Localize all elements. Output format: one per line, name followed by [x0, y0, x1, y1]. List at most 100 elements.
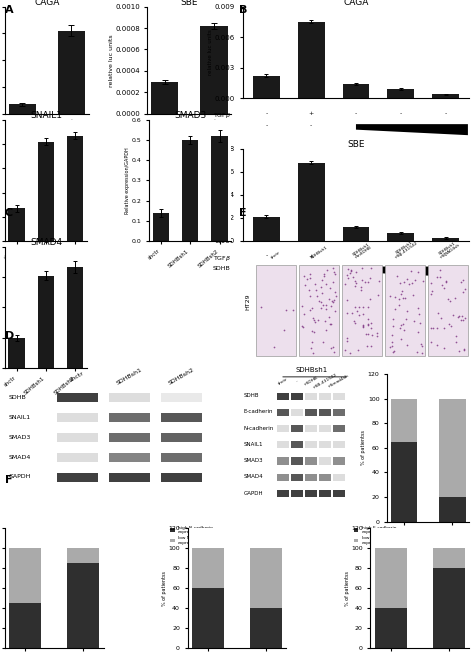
Bar [319, 441, 331, 448]
Y-axis label: % of patientss: % of patientss [162, 571, 167, 606]
Point [457, 277, 465, 288]
Point [396, 278, 404, 288]
Text: shctr: shctr [277, 377, 289, 386]
Point [309, 312, 317, 323]
Point [309, 336, 316, 346]
Point [399, 318, 407, 329]
Text: SMAD4: SMAD4 [8, 455, 30, 460]
Point [443, 276, 450, 286]
Point [413, 346, 421, 357]
Bar [305, 425, 317, 432]
Bar [333, 441, 345, 448]
Point [459, 275, 466, 286]
Text: -: - [265, 253, 267, 259]
Bar [291, 425, 303, 432]
Point [435, 307, 442, 318]
Text: +: + [309, 111, 314, 117]
Point [333, 291, 340, 301]
Point [321, 315, 329, 326]
Point [436, 272, 444, 282]
Point [436, 265, 444, 275]
Bar [253, 217, 280, 241]
Bar [299, 265, 339, 356]
Text: shctr: shctr [69, 371, 85, 383]
Text: shctr: shctr [271, 251, 282, 260]
Point [455, 310, 463, 321]
Point [367, 263, 375, 273]
Point [417, 339, 425, 349]
Point [307, 269, 314, 279]
Y-axis label: relative luc units: relative luc units [109, 34, 114, 86]
Text: -: - [265, 111, 267, 117]
Point [325, 312, 332, 322]
Point [346, 347, 354, 358]
Point [299, 322, 306, 333]
Point [399, 293, 407, 303]
Text: -: - [355, 111, 357, 117]
Bar [319, 392, 331, 400]
Point [373, 331, 381, 341]
X-axis label: SDHB
expression: SDHB expression [413, 536, 443, 546]
Text: SDHBsh2: SDHBsh2 [168, 367, 195, 386]
Point [329, 263, 337, 274]
Legend: high E-cadherin
expression, low E-cadherin
expression: high E-cadherin expression, low E-cadher… [352, 524, 398, 547]
Bar [192, 588, 224, 648]
Point [376, 276, 383, 286]
Bar [277, 490, 289, 497]
Point [327, 318, 334, 329]
Point [318, 297, 325, 308]
Bar [333, 409, 345, 416]
Bar [305, 409, 317, 416]
Point [386, 291, 393, 302]
Text: -: - [400, 111, 402, 117]
Point [326, 283, 334, 293]
Bar [109, 394, 150, 402]
Point [407, 266, 415, 276]
Point [328, 343, 335, 353]
Bar [277, 474, 289, 481]
Bar [57, 473, 98, 481]
Point [365, 328, 372, 339]
Text: GAPDH: GAPDH [8, 474, 30, 479]
Point [330, 295, 338, 305]
Point [320, 269, 328, 279]
Bar [305, 474, 317, 481]
Point [401, 293, 409, 303]
Bar [333, 457, 345, 464]
Point [331, 306, 338, 316]
Point [460, 343, 468, 354]
Y-axis label: % of patientss: % of patientss [361, 430, 366, 465]
Bar [291, 474, 303, 481]
Bar [433, 548, 465, 568]
Point [349, 272, 357, 282]
Text: E-cadherin: E-cadherin [244, 409, 273, 415]
Y-axis label: % of patientss: % of patientss [345, 571, 350, 606]
Point [403, 273, 411, 284]
Point [317, 282, 324, 292]
Bar [428, 265, 468, 356]
Point [323, 265, 331, 275]
Text: SDHBsh1
+SMAD4sh: SDHBsh1 +SMAD4sh [436, 239, 461, 260]
Point [373, 328, 381, 339]
Point [427, 289, 435, 299]
Point [309, 326, 316, 337]
Bar [58, 31, 85, 114]
Text: F: F [5, 475, 12, 485]
Point [406, 279, 413, 290]
Point [282, 305, 290, 316]
Bar [291, 490, 303, 497]
Bar [161, 413, 202, 422]
Point [311, 317, 319, 328]
Point [280, 325, 288, 335]
Point [459, 287, 466, 297]
Point [332, 287, 339, 297]
Point [395, 300, 402, 310]
Point [409, 277, 416, 288]
Point [304, 273, 311, 284]
Bar [151, 82, 178, 114]
Point [366, 273, 374, 284]
Point [367, 323, 375, 333]
Bar [433, 568, 465, 648]
Point [356, 310, 363, 320]
Point [359, 320, 367, 331]
